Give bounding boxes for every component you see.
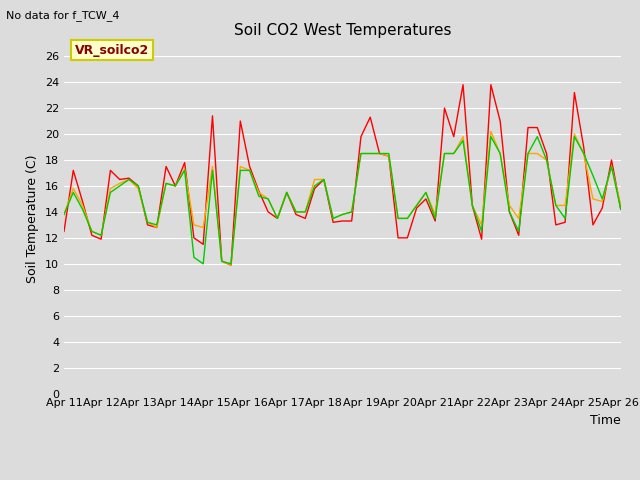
TCW_1 xyxy=(460,82,467,88)
TCW_2 xyxy=(60,212,68,217)
TCW_3 xyxy=(487,134,495,140)
TCW_1 xyxy=(190,235,198,241)
TCW_1 xyxy=(227,262,235,268)
TCW_1 xyxy=(561,219,569,225)
X-axis label: Time: Time xyxy=(590,414,621,427)
TCW_1 xyxy=(172,183,179,189)
TCW_2 xyxy=(190,222,198,228)
Text: No data for f_TCW_4: No data for f_TCW_4 xyxy=(6,10,120,21)
TCW_3 xyxy=(190,254,198,260)
TCW_3 xyxy=(561,216,569,221)
Legend: TCW_1, TCW_2, TCW_3: TCW_1, TCW_2, TCW_3 xyxy=(196,477,488,480)
TCW_3 xyxy=(403,216,411,221)
Line: TCW_1: TCW_1 xyxy=(64,85,621,265)
Line: TCW_2: TCW_2 xyxy=(64,132,621,265)
TCW_2 xyxy=(264,196,272,202)
TCW_2 xyxy=(172,183,179,189)
TCW_1 xyxy=(366,114,374,120)
TCW_1 xyxy=(403,235,411,241)
TCW_3 xyxy=(366,151,374,156)
TCW_1 xyxy=(264,209,272,215)
TCW_1 xyxy=(617,206,625,212)
TCW_2 xyxy=(366,151,374,156)
TCW_1 xyxy=(60,228,68,234)
TCW_3 xyxy=(617,206,625,212)
TCW_2 xyxy=(227,262,235,268)
Y-axis label: Soil Temperature (C): Soil Temperature (C) xyxy=(26,154,39,283)
Text: VR_soilco2: VR_soilco2 xyxy=(75,44,149,57)
TCW_2 xyxy=(561,203,569,208)
Title: Soil CO2 West Temperatures: Soil CO2 West Temperatures xyxy=(234,23,451,38)
TCW_3 xyxy=(172,183,179,189)
TCW_2 xyxy=(487,129,495,134)
TCW_3 xyxy=(264,196,272,202)
Line: TCW_3: TCW_3 xyxy=(64,137,621,264)
TCW_2 xyxy=(617,203,625,208)
TCW_3 xyxy=(200,261,207,267)
TCW_3 xyxy=(60,212,68,217)
TCW_2 xyxy=(403,216,411,221)
